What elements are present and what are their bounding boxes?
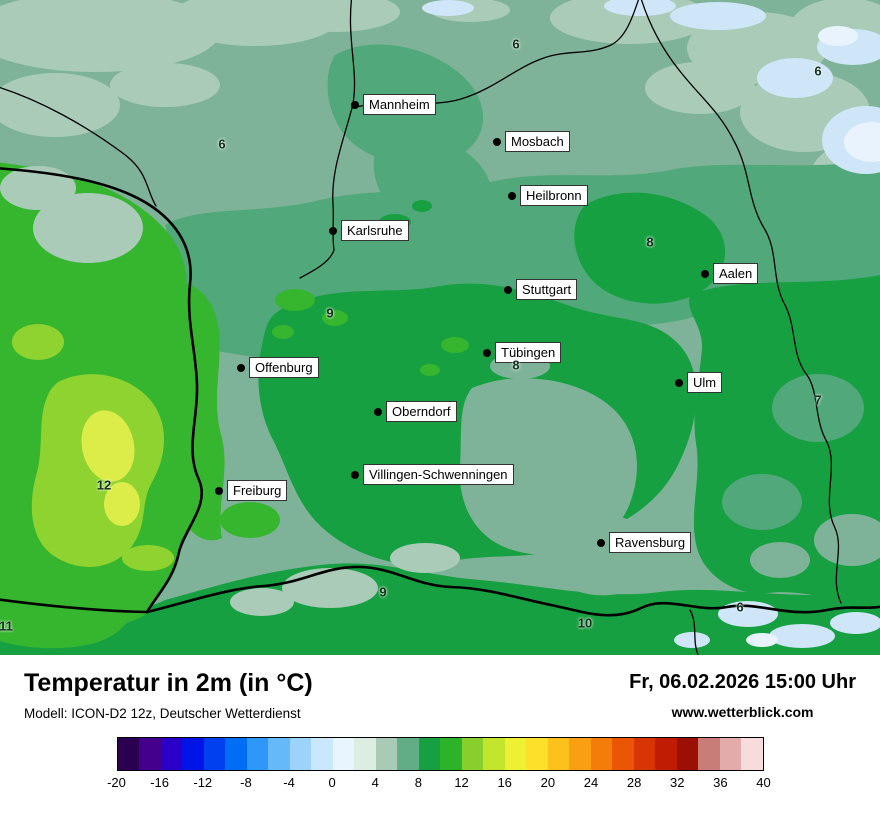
city-label: Heilbronn [520, 185, 588, 206]
legend-segment [160, 738, 182, 770]
temperature-value: 6 [512, 36, 520, 52]
legend-segment [547, 738, 569, 770]
legend-tick: 28 [626, 775, 642, 790]
temperature-value: 12 [96, 477, 112, 493]
temperature-legend: -20 -16 -12 -8 -4 0 4 8 12 16 20 24 28 32 36 40 [24, 737, 856, 793]
legend-tick: 8 [414, 775, 423, 790]
city-dot [237, 364, 245, 372]
legend-segment [246, 738, 268, 770]
legend-tick: 20 [540, 775, 556, 790]
city-label: Villingen-Schwenningen [363, 464, 514, 485]
model-info: Modell: ICON-D2 12z, Deutscher Wetterdie… [24, 706, 301, 721]
city-label: Ulm [687, 372, 723, 393]
legend-tick: 16 [497, 775, 512, 790]
website-label: www.wetterblick.com [671, 704, 814, 720]
legend-tick: -8 [240, 775, 252, 790]
city-label: Aalen [713, 263, 759, 284]
temperature-value: 7 [814, 392, 822, 408]
city-label: Mannheim [363, 94, 436, 115]
temperature-value: 8 [512, 357, 520, 373]
legend-tick: 0 [328, 775, 336, 790]
temperature-value: 11 [0, 618, 13, 634]
legend-tick: 4 [371, 775, 379, 790]
temperature-value: 6 [218, 136, 226, 152]
info-panel: Temperatur in 2m (in °C) Modell: ICON-D2… [0, 655, 880, 830]
city-label: Offenburg [249, 357, 319, 378]
legend-tick: 32 [669, 775, 685, 790]
legend-segment [139, 738, 161, 770]
legend-segment [182, 738, 204, 770]
city-dot [504, 286, 512, 294]
temperature-value: 10 [577, 615, 593, 631]
city-label: Oberndorf [386, 401, 457, 422]
legend-segment [289, 738, 311, 770]
legend-segment [719, 738, 741, 770]
legend-tick: -16 [150, 775, 170, 790]
legend-segment [655, 738, 677, 770]
city-dot [351, 101, 359, 109]
city-dot [483, 349, 491, 357]
legend-segment [483, 738, 505, 770]
legend-segment [397, 738, 419, 770]
city-dot [675, 379, 683, 387]
city-label: Mosbach [505, 131, 570, 152]
page-title: Temperatur in 2m (in °C) [24, 669, 313, 697]
legend-segment [311, 738, 333, 770]
legend-tick: 12 [454, 775, 469, 790]
legend-segment [461, 738, 483, 770]
legend-segment [418, 738, 440, 770]
city-dot [493, 138, 501, 146]
legend-segment [332, 738, 354, 770]
legend-segment [569, 738, 591, 770]
legend-segment [741, 738, 763, 770]
legend-segment [117, 738, 139, 770]
city-dot [329, 227, 337, 235]
legend-segment [504, 738, 526, 770]
legend-segment [375, 738, 397, 770]
city-dot [215, 487, 223, 495]
datetime-label: Fr, 06.02.2026 15:00 Uhr [629, 671, 856, 693]
legend-tick: 36 [713, 775, 728, 790]
temperature-value: 6 [814, 63, 822, 79]
legend-tick: -20 [107, 775, 126, 790]
temperature-field-svg [0, 0, 880, 655]
legend-segment [612, 738, 634, 770]
legend-segment [698, 738, 720, 770]
legend-segment [676, 738, 698, 770]
legend-segment [526, 738, 548, 770]
city-dot [701, 270, 709, 278]
city-label: Ravensburg [609, 532, 692, 553]
legend-segment [590, 738, 612, 770]
weather-map: Mannheim Mosbach Heilbronn Karlsruhe Stuttga… [0, 0, 880, 655]
legend-segment [268, 738, 290, 770]
legend-tick: 24 [583, 775, 599, 790]
legend-bar [116, 737, 764, 771]
city-label: Karlsruhe [341, 220, 409, 241]
temperature-value: 9 [326, 305, 334, 321]
legend-segment [440, 738, 462, 770]
city-dot [508, 192, 516, 200]
legend-ticks: -20 -16 -12 -8 -4 0 4 8 12 16 20 24 28 32 36 40 [107, 775, 771, 793]
temperature-value: 9 [379, 584, 387, 600]
legend-segment [203, 738, 225, 770]
city-dot [374, 408, 382, 416]
city-label: Stuttgart [516, 279, 578, 300]
legend-segment [354, 738, 376, 770]
city-dot [351, 471, 359, 479]
legend-tick: -4 [283, 775, 295, 790]
legend-tick: 40 [756, 775, 771, 790]
map-overlay: Mannheim Mosbach Heilbronn Karlsruhe Stuttga… [0, 36, 822, 634]
city-label: Tübingen [495, 342, 562, 363]
temperature-value: 6 [736, 599, 744, 615]
temperature-value: 8 [646, 234, 654, 250]
city-dot [597, 539, 605, 547]
legend-segment [633, 738, 655, 770]
legend-tick: -12 [193, 775, 213, 790]
city-label: Freiburg [227, 480, 288, 501]
legend-segment [225, 738, 247, 770]
